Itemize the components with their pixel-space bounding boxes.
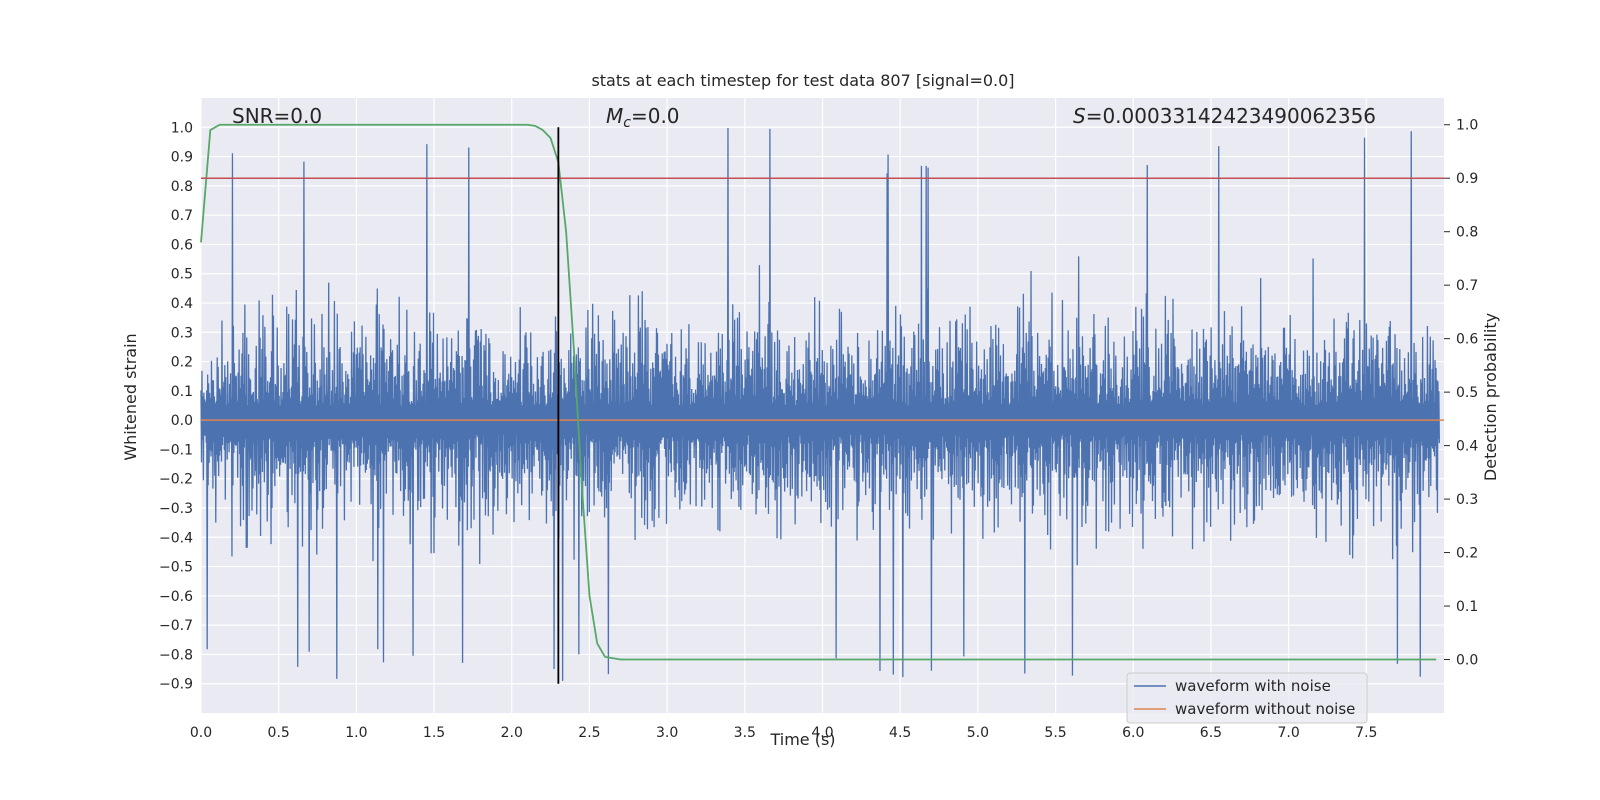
y-left-tick-label: 0.3 [171, 325, 193, 341]
x-tick-label: 2.0 [501, 725, 523, 741]
y-right-axis-ticks: 1.0 0.9 0.8 0.7 0.6 0.5 0.4 0.3 0.2 0.1 0.0 [1444, 118, 1478, 669]
x-tick-label: 7.0 [1277, 725, 1299, 741]
y-right-tick-label: 0.4 [1456, 439, 1478, 455]
y-left-tick-label: 0.2 [171, 355, 193, 371]
x-tick-label: 5.5 [1044, 725, 1066, 741]
y-left-tick-label: −0.1 [159, 442, 193, 458]
noisy-waveform-line [200, 127, 1440, 681]
y-left-tick-label: −0.9 [159, 677, 193, 693]
y-left-tick-label: −0.7 [159, 618, 193, 634]
y-left-tick-label: 1.0 [171, 120, 193, 136]
x-tick-label: 6.5 [1200, 725, 1222, 741]
y-left-tick-label: 0.6 [171, 237, 193, 253]
noisy-waveform-series [200, 127, 1440, 681]
y-left-tick-label: 0.0 [171, 413, 193, 429]
chirp-mass-symbol: M [606, 104, 623, 128]
x-tick-label: 0.0 [190, 725, 212, 741]
y-left-tick-label: −0.6 [159, 589, 193, 605]
x-tick-label: 6.0 [1122, 725, 1144, 741]
y-right-tick-label: 0.3 [1456, 492, 1478, 508]
probability-line [200, 123, 1437, 661]
x-axis-ticks: 0.0 0.5 1.0 1.5 2.0 2.5 3.0 3.5 4.0 4.5 5.0 5.5 6.0 6… [190, 725, 1378, 741]
y-left-axis-label: Whitened strain [121, 333, 140, 460]
score-annotation: S=0.00033142423490062356 [1073, 104, 1376, 128]
y-right-tick-label: 0.2 [1456, 546, 1478, 562]
y-left-tick-label: −0.8 [159, 647, 193, 663]
y-right-tick-label: 0.0 [1456, 653, 1478, 669]
y-right-tick-label: 0.6 [1456, 332, 1478, 348]
y-left-tick-label: 0.8 [171, 179, 193, 195]
y-left-tick-label: −0.3 [159, 501, 193, 517]
y-left-tick-label: −0.2 [159, 472, 193, 488]
y-right-tick-label: 0.5 [1456, 385, 1478, 401]
score-value: =0.00033142423490062356 [1086, 104, 1376, 128]
y-right-tick-label: 0.7 [1456, 278, 1478, 294]
x-tick-label: 4.5 [889, 725, 911, 741]
snr-annotation: SNR=0.0 [232, 104, 322, 128]
chirp-mass-annotation: Mc=0.0 [606, 104, 680, 131]
x-tick-label: 0.5 [268, 725, 290, 741]
x-axis-label: Time (s) [769, 730, 835, 749]
legend-entry-noisy: waveform with noise [1175, 677, 1331, 695]
y-left-tick-label: 0.4 [171, 296, 193, 312]
x-tick-label: 5.0 [967, 725, 989, 741]
y-right-tick-label: 0.1 [1456, 599, 1478, 615]
x-tick-label: 3.5 [734, 725, 756, 741]
y-left-tick-label: −0.4 [159, 530, 193, 546]
x-tick-label: 4.0 [811, 725, 833, 741]
x-tick-label: 1.5 [423, 725, 445, 741]
y-right-tick-label: 1.0 [1456, 118, 1478, 134]
x-tick-label: 2.5 [578, 725, 600, 741]
x-tick-label: 3.0 [656, 725, 678, 741]
y-right-axis-label: Detection probability [1481, 313, 1500, 481]
y-left-tick-label: 0.9 [171, 150, 193, 166]
chirp-mass-subscript: c [623, 115, 631, 131]
y-left-tick-label: 0.7 [171, 208, 193, 224]
y-right-tick-label: 0.8 [1456, 225, 1478, 241]
y-left-tick-label: 0.1 [171, 384, 193, 400]
legend-frame [1126, 672, 1368, 724]
legend-entry-clean: waveform without noise [1175, 700, 1355, 718]
chart-title: stats at each timestep for test data 807… [591, 71, 1014, 90]
y-right-tick-label: 0.9 [1456, 171, 1478, 187]
x-tick-label: 1.0 [345, 725, 367, 741]
chirp-mass-value: =0.0 [631, 104, 680, 128]
score-symbol: S [1073, 104, 1086, 128]
probability-series [200, 123, 1437, 661]
y-left-tick-label: 0.5 [171, 267, 193, 283]
x-tick-label: 7.5 [1355, 725, 1377, 741]
y-left-axis-ticks: 1.0 0.9 0.8 0.7 0.6 0.5 0.4 0.3 0.2 0.1 0.0 −0.1 −0.… [159, 120, 193, 692]
legend: waveform with noise waveform without noi… [1126, 672, 1368, 724]
y-left-tick-label: −0.5 [159, 560, 193, 576]
